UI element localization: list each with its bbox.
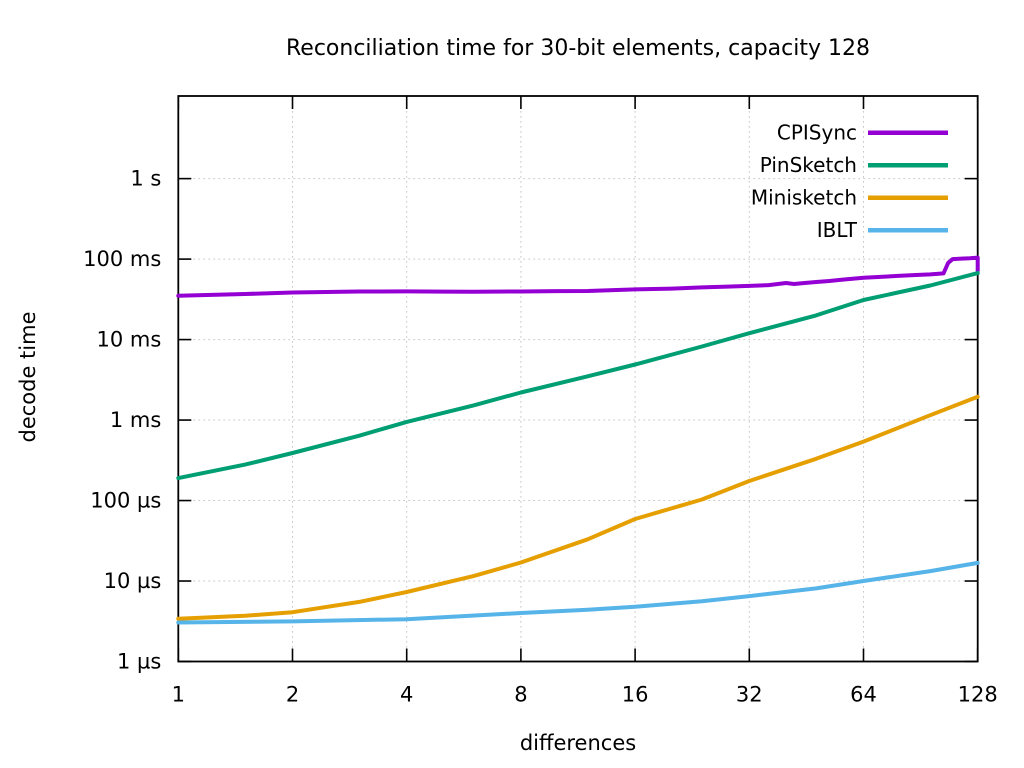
x-tick-label: 32 [736, 683, 763, 707]
plot-border [177, 95, 979, 663]
y-tick-label: 10 ms [97, 328, 162, 352]
series-line-iblt [176, 560, 980, 625]
x-tick-label: 2 [286, 683, 299, 707]
x-axis-title: differences [519, 731, 637, 755]
x-tick-label: 1 [172, 683, 185, 707]
y-tick-label: 1 ms [110, 408, 161, 432]
x-tick-label: 4 [400, 683, 413, 707]
y-tick-label: 100 ms [83, 247, 161, 271]
x-tick-label: 64 [850, 683, 877, 707]
x-tick-label: 8 [514, 683, 527, 707]
legend-label-cpisync: CPISync [777, 121, 857, 145]
x-tick-label: 16 [622, 683, 649, 707]
series-line-minisketch [176, 394, 980, 621]
x-tick-label: 128 [958, 683, 998, 707]
y-tick-label: 1 s [130, 167, 161, 191]
legend-label-pinsketch: PinSketch [760, 153, 857, 177]
legend-label-minisketch: Minisketch [751, 186, 857, 210]
series-line-cpisync [176, 255, 980, 298]
y-tick-label: 10 µs [104, 569, 162, 593]
chart-title: Reconciliation time for 30-bit elements,… [286, 36, 870, 61]
y-tick-label: 100 µs [90, 489, 161, 513]
y-tick-label: 1 µs [117, 650, 161, 674]
legend-label-iblt: IBLT [817, 218, 858, 242]
series-line-pinsketch [176, 271, 980, 481]
